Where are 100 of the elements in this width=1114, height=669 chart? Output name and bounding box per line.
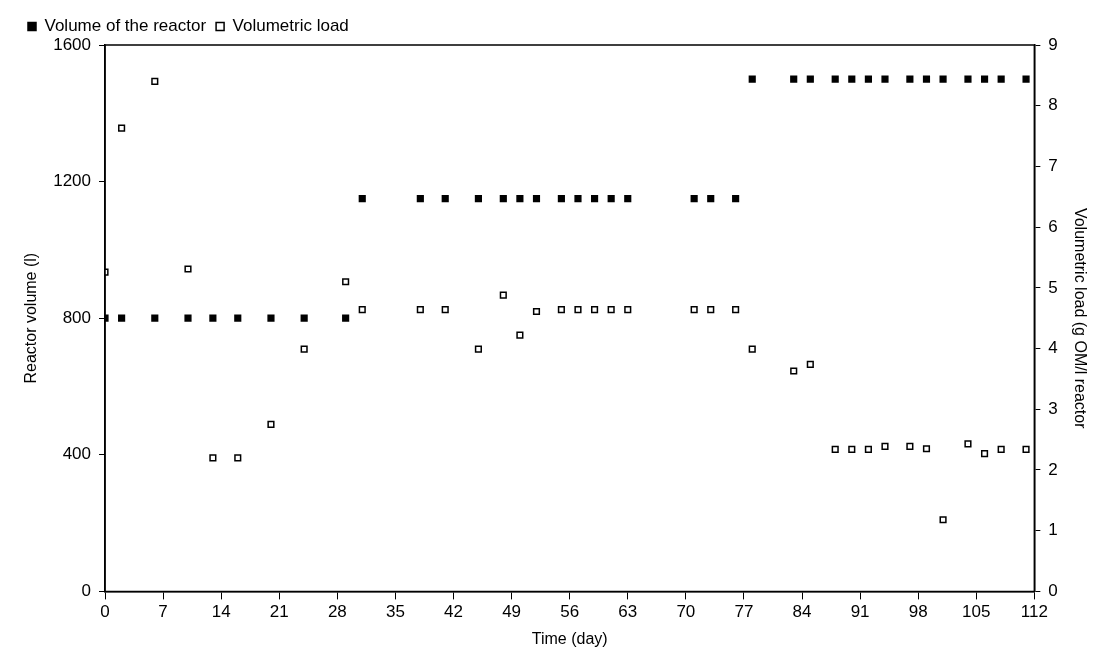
x-tick-label: 14 [211,602,231,622]
point [557,195,565,203]
x-axis-title: Time (day) [531,629,608,647]
point [342,278,350,286]
y2-tick-label: 4 [1048,338,1058,358]
x-tick-label: 21 [269,602,289,622]
point [1022,445,1030,453]
point [831,75,839,83]
y2-axis-title: Volumetric load (g OM/l reactor [1071,207,1089,430]
point [358,195,366,203]
y2-tick-label: 8 [1048,95,1058,115]
legend-label: Volumetric load [232,16,349,36]
point [732,306,740,314]
x-tick-label: 105 [962,602,991,622]
y2-tick-label: 2 [1048,459,1058,479]
point [557,306,565,314]
point [151,314,159,322]
point [906,442,914,450]
point [864,445,872,453]
point [881,75,889,83]
point [732,195,740,203]
x-tick-label: 91 [850,602,870,622]
x-tick-label: 56 [560,602,580,622]
point [748,75,756,83]
point [607,195,615,203]
point [707,195,715,203]
point [499,291,507,299]
point [790,75,798,83]
point [532,195,541,203]
y-axis-title: Reactor volume (l) [22,252,40,384]
y2-tick-label: 0 [1048,581,1058,601]
point [748,345,756,353]
legend-label: Volume of the reactor [44,16,207,36]
point [591,306,599,314]
point [997,75,1005,83]
point [1022,75,1030,83]
point [499,195,507,203]
point [516,195,524,203]
point [574,195,582,203]
point [831,445,839,453]
point [922,75,931,83]
y2-tick-label: 3 [1048,398,1058,418]
y2-tick-label: 5 [1048,277,1058,297]
x-tick-label: 7 [158,602,168,622]
point [300,345,308,353]
point [416,306,424,314]
x-tick-label: 63 [618,602,638,622]
point [358,306,366,314]
point [624,306,632,314]
point [922,445,931,453]
point [474,345,482,353]
x-tick-label: 0 [100,602,110,622]
point [997,445,1005,453]
y2-tick-label: 9 [1048,34,1058,54]
point [441,195,449,203]
point [790,367,798,375]
x-tick-label: 77 [734,602,754,622]
y-tick-label: 400 [62,444,92,464]
point [118,124,126,132]
point [964,440,972,448]
point [416,195,424,203]
y2-tick-label: 7 [1048,156,1058,176]
point [607,306,615,314]
point [690,195,698,203]
y-tick-label: 0 [81,581,92,601]
point [591,195,599,203]
x-tick-label: 35 [385,602,405,622]
point [532,307,541,316]
point [980,450,989,458]
point [624,195,632,203]
y2-tick-label: 1 [1048,520,1058,540]
x-tick-label: 42 [444,602,463,622]
point [441,306,449,314]
point [151,77,159,86]
point [342,314,350,322]
x-tick-label: 28 [327,602,347,622]
point [690,306,698,314]
y2-tick-label: 6 [1048,216,1058,236]
point [234,454,242,462]
x-tick-label: 98 [908,602,928,622]
point [184,265,192,273]
point [118,314,126,322]
point [209,454,217,462]
point [864,75,872,83]
point [209,314,217,322]
y-tick-label: 800 [62,307,92,327]
point [806,75,814,83]
y-tick-label: 1600 [53,34,92,54]
point [939,516,947,524]
point [184,314,192,322]
point [267,420,275,429]
x-tick-label: 70 [676,602,696,622]
point [234,314,242,322]
x-tick-label: 49 [502,602,522,622]
point [848,445,856,453]
point [939,75,947,83]
point [474,195,482,203]
point [574,306,582,314]
point [906,75,914,83]
x-tick-label: 84 [792,602,812,622]
